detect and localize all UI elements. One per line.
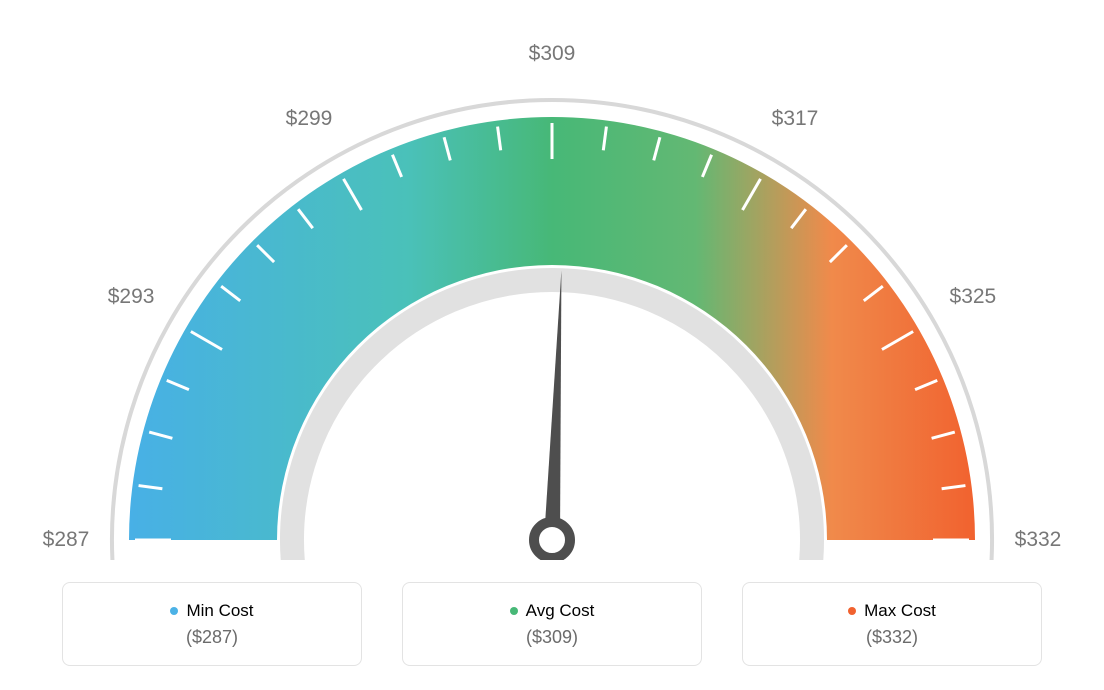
legend-avg-value: ($309) <box>526 627 578 648</box>
legend-min-top: Min Cost <box>170 601 253 621</box>
legend-min-label: Min Cost <box>186 601 253 621</box>
legend-row: Min Cost ($287) Avg Cost ($309) Max Cost… <box>0 582 1104 666</box>
legend-avg-top: Avg Cost <box>510 601 595 621</box>
gauge-tick-label: $287 <box>43 528 90 552</box>
gauge-tick-label: $325 <box>950 285 997 309</box>
dot-avg <box>510 607 518 615</box>
gauge-tick-label: $332 <box>1015 528 1062 552</box>
gauge-tick-label: $293 <box>108 285 155 309</box>
legend-max-value: ($332) <box>866 627 918 648</box>
legend-min-value: ($287) <box>186 627 238 648</box>
dot-min <box>170 607 178 615</box>
gauge-tick-label: $317 <box>772 107 819 131</box>
legend-max-label: Max Cost <box>864 601 936 621</box>
dot-max <box>848 607 856 615</box>
legend-card-avg: Avg Cost ($309) <box>402 582 702 666</box>
legend-card-min: Min Cost ($287) <box>62 582 362 666</box>
gauge-tick-label: $309 <box>529 42 576 66</box>
gauge-svg <box>0 0 1104 560</box>
legend-max-top: Max Cost <box>848 601 936 621</box>
gauge-tick-label: $299 <box>286 107 333 131</box>
legend-avg-label: Avg Cost <box>526 601 595 621</box>
legend-card-max: Max Cost ($332) <box>742 582 1042 666</box>
cost-gauge: $287 $293 $299 $309 $317 $325 $332 <box>0 0 1104 560</box>
